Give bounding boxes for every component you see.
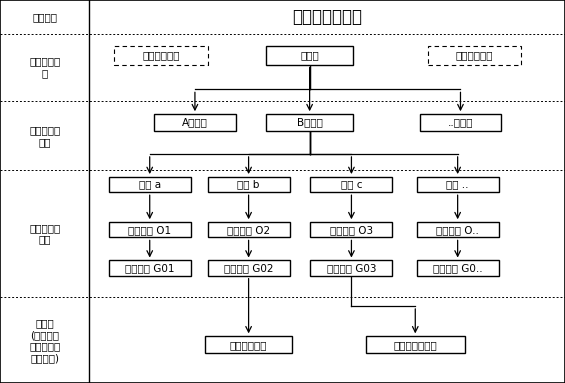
Bar xyxy=(208,177,289,192)
Text: 定额装箱容量: 定额装箱容量 xyxy=(230,340,267,350)
Bar xyxy=(266,46,354,65)
Text: 其它仓储物资: 其它仓储物资 xyxy=(456,51,493,61)
Text: 规格 c: 规格 c xyxy=(341,180,362,190)
Text: 色彩编号 O1: 色彩编号 O1 xyxy=(128,225,171,235)
Text: 多层次下级
属性: 多层次下级 属性 xyxy=(29,223,60,244)
Bar xyxy=(108,177,191,192)
Text: 产成品: 产成品 xyxy=(300,51,319,61)
Text: 箱序号
(产品装箱
容量允许非
定额装箱): 箱序号 (产品装箱 容量允许非 定额装箱) xyxy=(29,319,60,363)
Bar xyxy=(428,46,521,65)
Text: 产成品类别
属性: 产成品类别 属性 xyxy=(29,125,60,147)
Bar xyxy=(208,222,289,237)
Bar xyxy=(417,260,499,276)
Text: 色彩编号 O3: 色彩编号 O3 xyxy=(330,225,373,235)
Bar xyxy=(311,260,392,276)
Bar xyxy=(205,336,293,353)
Bar xyxy=(114,46,208,65)
Bar xyxy=(417,222,499,237)
Text: 缸次批号 G03: 缸次批号 G03 xyxy=(327,263,376,273)
Text: B类产品: B类产品 xyxy=(297,118,323,128)
Text: 生产原辅材料: 生产原辅材料 xyxy=(142,51,180,61)
Bar xyxy=(108,222,191,237)
Text: 产品属性树结构: 产品属性树结构 xyxy=(292,8,362,26)
Bar xyxy=(311,177,392,192)
Bar xyxy=(266,114,354,131)
Text: 非定额装箱容量: 非定额装箱容量 xyxy=(393,340,437,350)
Text: 层次特征: 层次特征 xyxy=(32,12,57,22)
Bar xyxy=(417,177,499,192)
Text: 缸次批号 G0..: 缸次批号 G0.. xyxy=(433,263,483,273)
Text: A类产品: A类产品 xyxy=(182,118,208,128)
Text: 物资类别属
性: 物资类别属 性 xyxy=(29,56,60,78)
Text: 规格 a: 规格 a xyxy=(138,180,161,190)
Text: 色彩编号 O2: 色彩编号 O2 xyxy=(227,225,270,235)
Text: 规格 ..: 规格 .. xyxy=(446,180,469,190)
Bar xyxy=(208,260,289,276)
Bar xyxy=(366,336,464,353)
Bar xyxy=(108,260,191,276)
Text: 缸次批号 G01: 缸次批号 G01 xyxy=(125,263,175,273)
Text: 缸次批号 G02: 缸次批号 G02 xyxy=(224,263,273,273)
Text: 色彩编号 O..: 色彩编号 O.. xyxy=(436,225,479,235)
Text: 规格 b: 规格 b xyxy=(237,180,260,190)
Bar xyxy=(154,114,236,131)
Bar xyxy=(311,222,392,237)
Text: ..类产品: ..类产品 xyxy=(447,118,473,128)
Bar xyxy=(419,114,502,131)
